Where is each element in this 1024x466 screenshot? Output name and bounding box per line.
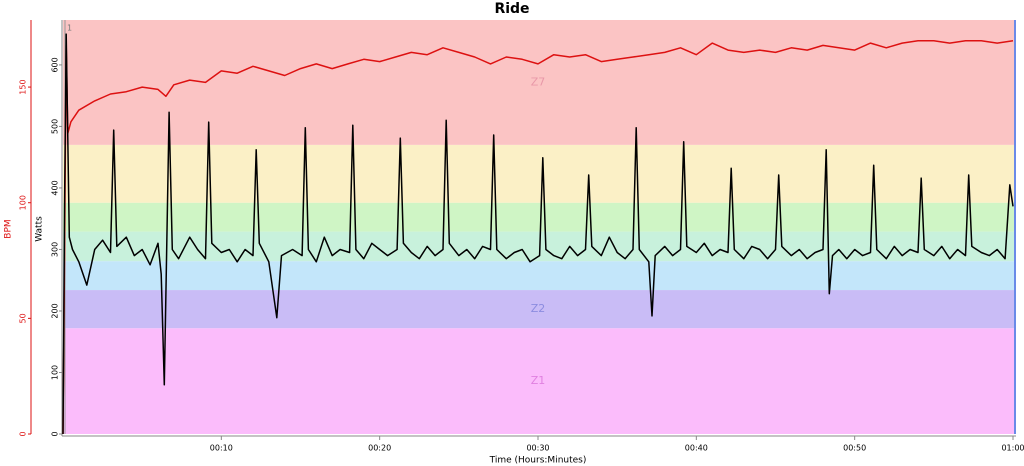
series-line bbox=[62, 33, 1014, 435]
y-tick-label: 300 bbox=[51, 242, 60, 257]
x-tick-label: 01:00 bbox=[1001, 444, 1024, 453]
series-line bbox=[62, 40, 1014, 435]
zone-label: Z7 bbox=[531, 75, 546, 88]
y-tick-label: 0 bbox=[51, 431, 60, 436]
y-tick-label: 100 bbox=[51, 365, 60, 380]
annotation: 1 bbox=[67, 24, 72, 33]
y-tick-label: 200 bbox=[51, 303, 60, 318]
y-axis-label: Watts bbox=[35, 216, 45, 242]
zone-band bbox=[63, 202, 1016, 232]
zone-band bbox=[63, 261, 1016, 291]
zone-band bbox=[63, 328, 1016, 434]
y2-tick-label: 0 bbox=[19, 431, 28, 436]
y2-tick-label: 150 bbox=[19, 79, 28, 94]
y2-tick-label: 100 bbox=[19, 195, 28, 210]
y2-axis-label: BPM bbox=[4, 219, 14, 238]
x-tick-label: 00:30 bbox=[526, 444, 549, 453]
x-tick-label: 00:50 bbox=[843, 444, 866, 453]
y-tick-label: 400 bbox=[51, 180, 60, 195]
y-tick-label: 600 bbox=[51, 57, 60, 72]
chart-title: Ride bbox=[494, 1, 529, 17]
zone-band bbox=[63, 290, 1016, 329]
y2-tick-label: 50 bbox=[19, 313, 28, 323]
x-tick-label: 00:40 bbox=[685, 444, 708, 453]
y-tick-label: 500 bbox=[51, 119, 60, 134]
x-axis-label: Time (Hours:Minutes) bbox=[489, 456, 587, 466]
zone-band bbox=[63, 20, 1016, 145]
zone-label: Z1 bbox=[531, 374, 546, 387]
x-tick-label: 00:20 bbox=[368, 444, 391, 453]
zone-band bbox=[63, 144, 1016, 203]
x-tick-label: 00:10 bbox=[210, 444, 233, 453]
zone-label: Z2 bbox=[531, 302, 546, 315]
